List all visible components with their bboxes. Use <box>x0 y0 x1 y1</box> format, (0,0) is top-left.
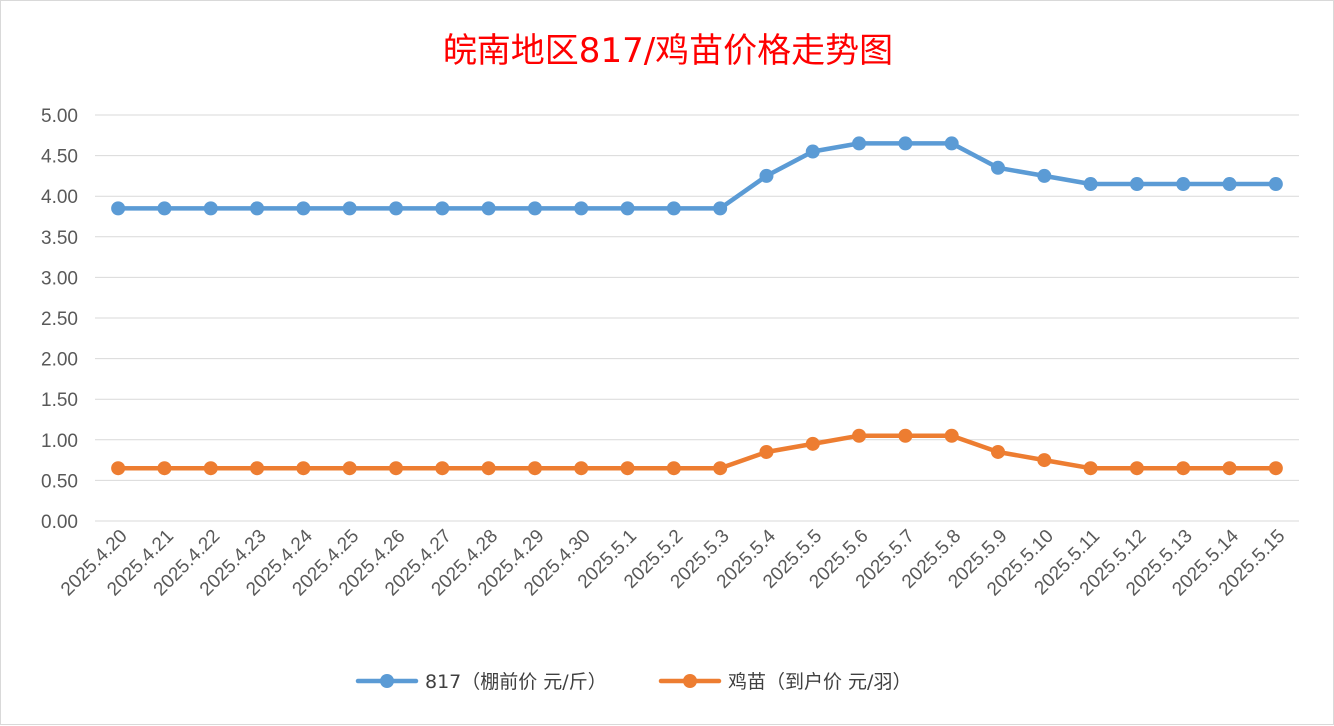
data-point <box>666 201 681 216</box>
y-tick-label: 2.00 <box>41 350 78 371</box>
y-tick-label: 3.50 <box>41 228 78 249</box>
data-point <box>713 201 728 216</box>
data-point <box>1083 177 1098 192</box>
data-point <box>991 160 1005 175</box>
data-point <box>991 444 1005 459</box>
data-point <box>435 461 450 476</box>
data-point <box>296 201 311 216</box>
y-tick-label: 4.00 <box>41 187 78 208</box>
data-point <box>759 444 774 459</box>
legend: 817（棚前价 元/斤） 鸡苗（到户价 元/羽） <box>355 671 911 693</box>
legend-marker-2 <box>683 674 697 688</box>
data-point <box>1129 461 1144 476</box>
data-point <box>203 461 218 476</box>
data-point <box>111 461 126 476</box>
data-point <box>1129 177 1144 192</box>
data-point <box>435 201 450 216</box>
data-point <box>389 201 403 216</box>
data-point <box>1037 453 1052 468</box>
data-point <box>389 461 403 476</box>
data-point <box>1268 461 1283 476</box>
data-point <box>250 461 265 476</box>
x-axis-tick-labels: 2025.4.202025.4.212025.4.222025.4.232025… <box>57 525 1289 600</box>
data-point <box>805 144 820 159</box>
data-point <box>481 201 496 216</box>
data-point <box>157 461 172 476</box>
data-point <box>666 461 681 476</box>
y-tick-label: 1.00 <box>41 431 78 452</box>
series-line-1 <box>115 141 1279 211</box>
y-axis-tick-labels: 0.00 0.50 1.00 1.50 2.00 2.50 3.00 3.50 4.00 4.50… <box>41 106 78 533</box>
data-point <box>574 201 589 216</box>
series-line-2 <box>115 433 1279 471</box>
data-point <box>527 201 542 216</box>
data-point <box>296 461 311 476</box>
legend-label-1: 817（棚前价 元/斤） <box>425 671 607 693</box>
chart-title: 皖南地区817/鸡苗价格走势图 <box>443 31 893 71</box>
data-point <box>944 136 959 151</box>
series-group <box>111 136 1283 476</box>
data-point <box>481 461 496 476</box>
data-point <box>1268 177 1283 192</box>
data-point <box>157 201 172 216</box>
data-point <box>342 461 357 476</box>
data-point <box>898 136 913 151</box>
data-point <box>1222 177 1237 192</box>
legend-marker-1 <box>380 674 394 688</box>
data-point <box>620 461 635 476</box>
data-point <box>1037 168 1052 183</box>
chart-title-group: 皖南地区817/鸡苗价格走势图 <box>443 31 893 71</box>
data-point <box>852 428 867 443</box>
data-point <box>759 168 774 183</box>
data-point <box>805 436 820 451</box>
data-point <box>111 201 126 216</box>
y-tick-label: 0.50 <box>41 471 78 492</box>
y-tick-label: 0.00 <box>41 512 78 533</box>
data-point <box>713 461 728 476</box>
y-tick-label: 3.00 <box>41 268 78 289</box>
data-point <box>1176 177 1191 192</box>
data-point <box>250 201 265 216</box>
data-point <box>527 461 542 476</box>
data-point <box>574 461 589 476</box>
y-tick-label: 1.50 <box>41 390 78 411</box>
y-tick-label: 5.00 <box>41 106 78 127</box>
data-point <box>1176 461 1191 476</box>
data-point <box>203 201 218 216</box>
y-tick-label: 2.50 <box>41 309 78 330</box>
y-tick-label: 4.50 <box>41 147 78 168</box>
legend-label-2: 鸡苗（到户价 元/羽） <box>728 671 911 693</box>
data-point <box>1083 461 1098 476</box>
data-point <box>1222 461 1237 476</box>
gridlines <box>95 114 1299 522</box>
data-point <box>898 428 913 443</box>
data-point <box>342 201 357 216</box>
data-point <box>852 136 867 151</box>
data-point <box>620 201 635 216</box>
data-point <box>944 428 959 443</box>
